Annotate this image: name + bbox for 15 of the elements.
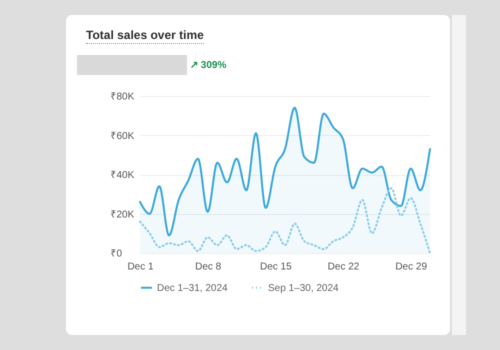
y-tick-label: ₹20K bbox=[110, 209, 135, 220]
text: ↗ 309% bbox=[190, 59, 226, 71]
legend-label: Sep 1–30, 2024 bbox=[268, 282, 340, 294]
x-tick-label: Dec 8 bbox=[195, 262, 222, 272]
y-tick-label: ₹40K bbox=[110, 170, 135, 181]
x-tick-label: Dec 1 bbox=[127, 262, 154, 272]
y-tick-label: ₹0 bbox=[110, 248, 122, 260]
y-tick-label: ₹80K bbox=[110, 92, 135, 102]
legend-label: Dec 1–31, 2024 bbox=[157, 282, 228, 294]
chart-title: Total sales over time bbox=[86, 28, 204, 44]
x-tick-label: Dec 29 bbox=[395, 262, 428, 272]
line-series bbox=[139, 187, 431, 254]
x-tick-label: Dec 15 bbox=[260, 262, 292, 272]
x-tick-label: Dec 22 bbox=[328, 262, 360, 272]
y-tick-label: ₹60K bbox=[110, 130, 135, 142]
